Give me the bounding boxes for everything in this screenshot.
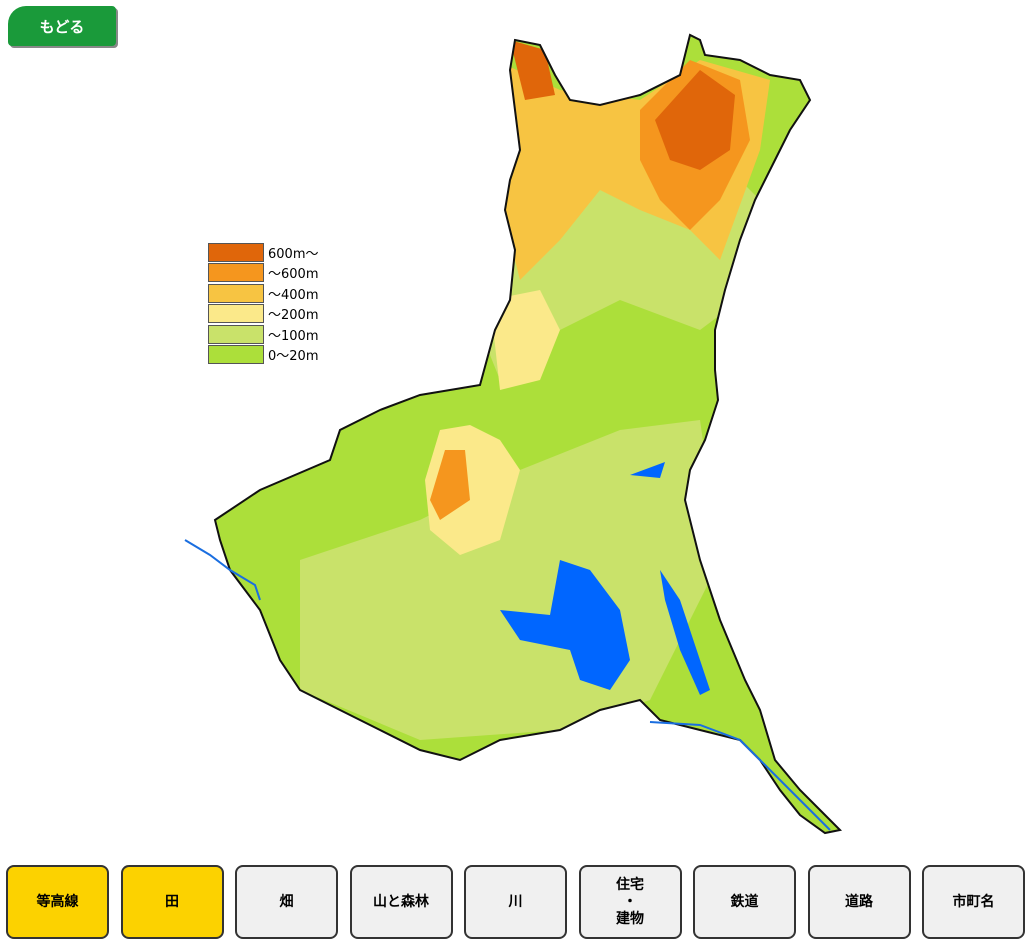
button-label: 建物 xyxy=(616,910,644,927)
legend-item: 〜200m xyxy=(208,304,318,325)
button-label: 住宅 xyxy=(616,876,644,893)
legend-label: 〜400m xyxy=(268,287,319,303)
button-label: 鉄道 xyxy=(730,893,759,910)
map xyxy=(184,34,841,834)
button-label: 川 xyxy=(508,893,523,910)
river xyxy=(184,539,261,601)
button-label: 等高線 xyxy=(36,893,79,910)
layer-button[interactable]: 住宅・建物 xyxy=(578,865,682,939)
button-label: 市町名 xyxy=(952,893,995,910)
legend-label: 〜200m xyxy=(268,308,319,324)
legend-swatch xyxy=(208,263,264,283)
layer-button[interactable]: 等高線 xyxy=(6,865,109,939)
legend-label: 〜600m xyxy=(268,267,319,283)
layer-button[interactable]: 市町名 xyxy=(922,865,1025,939)
layer-button[interactable]: 田 xyxy=(120,865,224,939)
layer-button[interactable]: 鉄道 xyxy=(693,865,796,939)
button-label: 田 xyxy=(165,893,179,910)
button-label: 山と森林 xyxy=(373,893,429,910)
legend-swatch xyxy=(208,345,264,365)
button-label: 道路 xyxy=(845,893,873,910)
legend-item: 600m〜 xyxy=(208,242,318,263)
legend-label: 〜100m xyxy=(268,328,319,344)
layer-buttons: 等高線 田 畑 山と森林 川 住宅・建物 鉄道 道路 市町名 xyxy=(6,865,1036,941)
elevation xyxy=(300,40,770,740)
river xyxy=(649,721,831,831)
layer-button[interactable]: 山と森林 xyxy=(349,865,453,939)
legend-item: 0〜20m xyxy=(208,345,318,366)
layer-button[interactable]: 道路 xyxy=(807,865,911,939)
legend-swatch xyxy=(208,304,264,324)
legend-label: 600m〜 xyxy=(268,246,319,262)
legend-swatch xyxy=(208,324,264,344)
button-label: 畑 xyxy=(279,893,294,910)
legend-item: 〜600m xyxy=(208,263,318,284)
layer-button[interactable]: 川 xyxy=(464,865,567,939)
legend-item: 〜100m xyxy=(208,324,318,345)
legend-item: 〜400m xyxy=(208,283,318,304)
legend: 600m〜〜600m 〜400m 〜200m 〜100m 0〜20m xyxy=(208,242,318,365)
layer-button[interactable]: 畑 xyxy=(235,865,338,939)
legend-swatch xyxy=(208,283,264,303)
button-label: ・ xyxy=(623,893,637,910)
back-button[interactable]: もどる xyxy=(8,6,116,46)
legend-label: 0〜20m xyxy=(268,349,319,365)
legend-swatch xyxy=(208,242,264,262)
